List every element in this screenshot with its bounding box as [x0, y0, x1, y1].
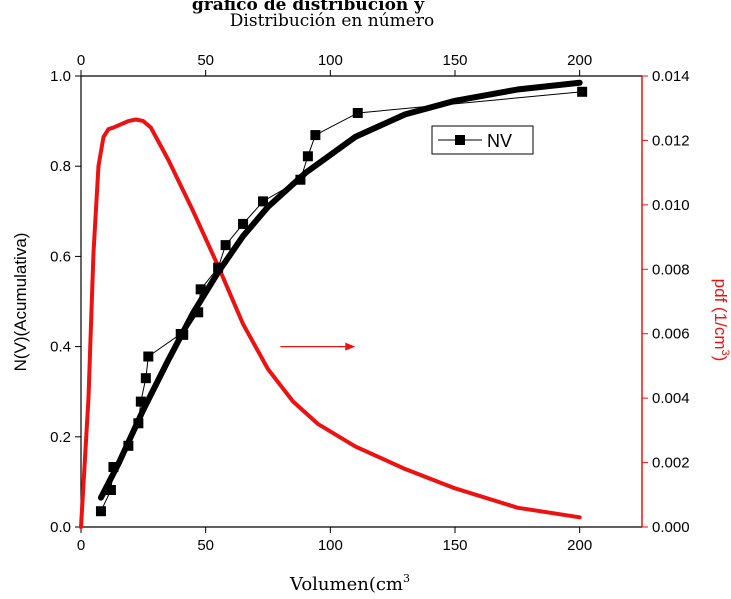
- nv-data-point: [295, 174, 306, 185]
- y-left-tick-label: 0.8: [50, 158, 71, 175]
- nv-data-point: [140, 373, 151, 384]
- y-right-tick-label: 0.008: [652, 261, 690, 278]
- nv-data-point: [135, 396, 146, 407]
- x-top-tick-label: 150: [442, 52, 467, 69]
- legend-nv-label: NV: [487, 131, 512, 151]
- x-top-tick-label: 100: [318, 52, 343, 69]
- y-right-tick-label: 0.004: [652, 390, 690, 407]
- x-tick-label: 100: [318, 537, 343, 554]
- x-top-tick-label: 0: [77, 52, 85, 69]
- legend-nv-marker: [455, 135, 465, 145]
- nv-data-point: [105, 485, 116, 496]
- plot-frame: [80, 75, 643, 528]
- annotation-arrow-head: [345, 342, 356, 351]
- x-axis-label: Volumen(cm3: [289, 572, 410, 595]
- nv-data-point: [193, 307, 204, 318]
- nv-data-point: [352, 107, 363, 118]
- y-axis-label-left: N(V)(Acumulativa): [11, 233, 30, 372]
- nv-data-point: [310, 130, 321, 141]
- chart-title: Distribución en número: [230, 11, 434, 31]
- x-tick-label: 200: [567, 537, 592, 554]
- nv-data-point: [258, 196, 269, 207]
- y-right-tick-label: 0.002: [652, 455, 690, 472]
- y-axis-label-right-superscript: 3: [719, 350, 731, 356]
- y-axis-left: 0.0 0.2 0.4 0.6 0.8 1.0: [50, 68, 81, 536]
- nv-data-point: [133, 418, 144, 429]
- nv-data-point: [220, 240, 231, 251]
- y-left-tick-label: 0.2: [50, 429, 71, 446]
- nv-data-point: [123, 440, 134, 451]
- x-axis-top: 0 50 100 150 200: [77, 52, 592, 76]
- chart-title-partial: gráfico de distribución y: [192, 0, 425, 15]
- x-axis-label-superscript: 3: [403, 572, 410, 585]
- nv-data-point: [95, 506, 106, 517]
- x-top-tick-label: 50: [197, 52, 214, 69]
- x-tick-label: 0: [77, 537, 85, 554]
- cumulative-fit-curve: [97, 79, 583, 501]
- series-layer: [79, 79, 588, 529]
- nv-data-point: [143, 351, 154, 362]
- nv-data-point: [213, 262, 224, 273]
- y-left-tick-label: 0.4: [50, 339, 71, 356]
- legend-box: [431, 125, 534, 155]
- y-axis-right: 0.000 0.002 0.004 0.006 0.008 0.010 0.012 0.014: [642, 68, 690, 536]
- y-left-tick-label: 0.6: [50, 248, 71, 265]
- x-top-tick-label: 200: [567, 52, 592, 69]
- y-right-tick-label: 0.014: [652, 68, 690, 85]
- y-left-tick-label: 1.0: [50, 68, 71, 85]
- nv-data-point: [178, 329, 189, 340]
- nv-data-point: [195, 284, 206, 295]
- x-tick-label: 50: [197, 537, 214, 554]
- y-right-tick-label: 0.006: [652, 326, 690, 343]
- x-axis-bottom: 0 50 100 150 200: [77, 527, 592, 554]
- nv-series-line: [100, 91, 583, 512]
- legend: NV: [431, 125, 534, 155]
- y-axis-label-right: pdf (1/cm3): [711, 279, 731, 362]
- x-tick-label: 150: [442, 537, 467, 554]
- nv-data-point: [302, 151, 313, 162]
- y-right-tick-label: 0.010: [652, 197, 690, 214]
- y-right-tick-label: 0.012: [652, 132, 690, 149]
- nv-data-point: [577, 86, 588, 97]
- y-right-tick-label: 0.000: [652, 519, 690, 536]
- pdf-curve: [79, 117, 582, 529]
- nv-data-point: [108, 462, 119, 473]
- y-left-tick-label: 0.0: [50, 519, 71, 536]
- nv-data-point: [238, 218, 249, 229]
